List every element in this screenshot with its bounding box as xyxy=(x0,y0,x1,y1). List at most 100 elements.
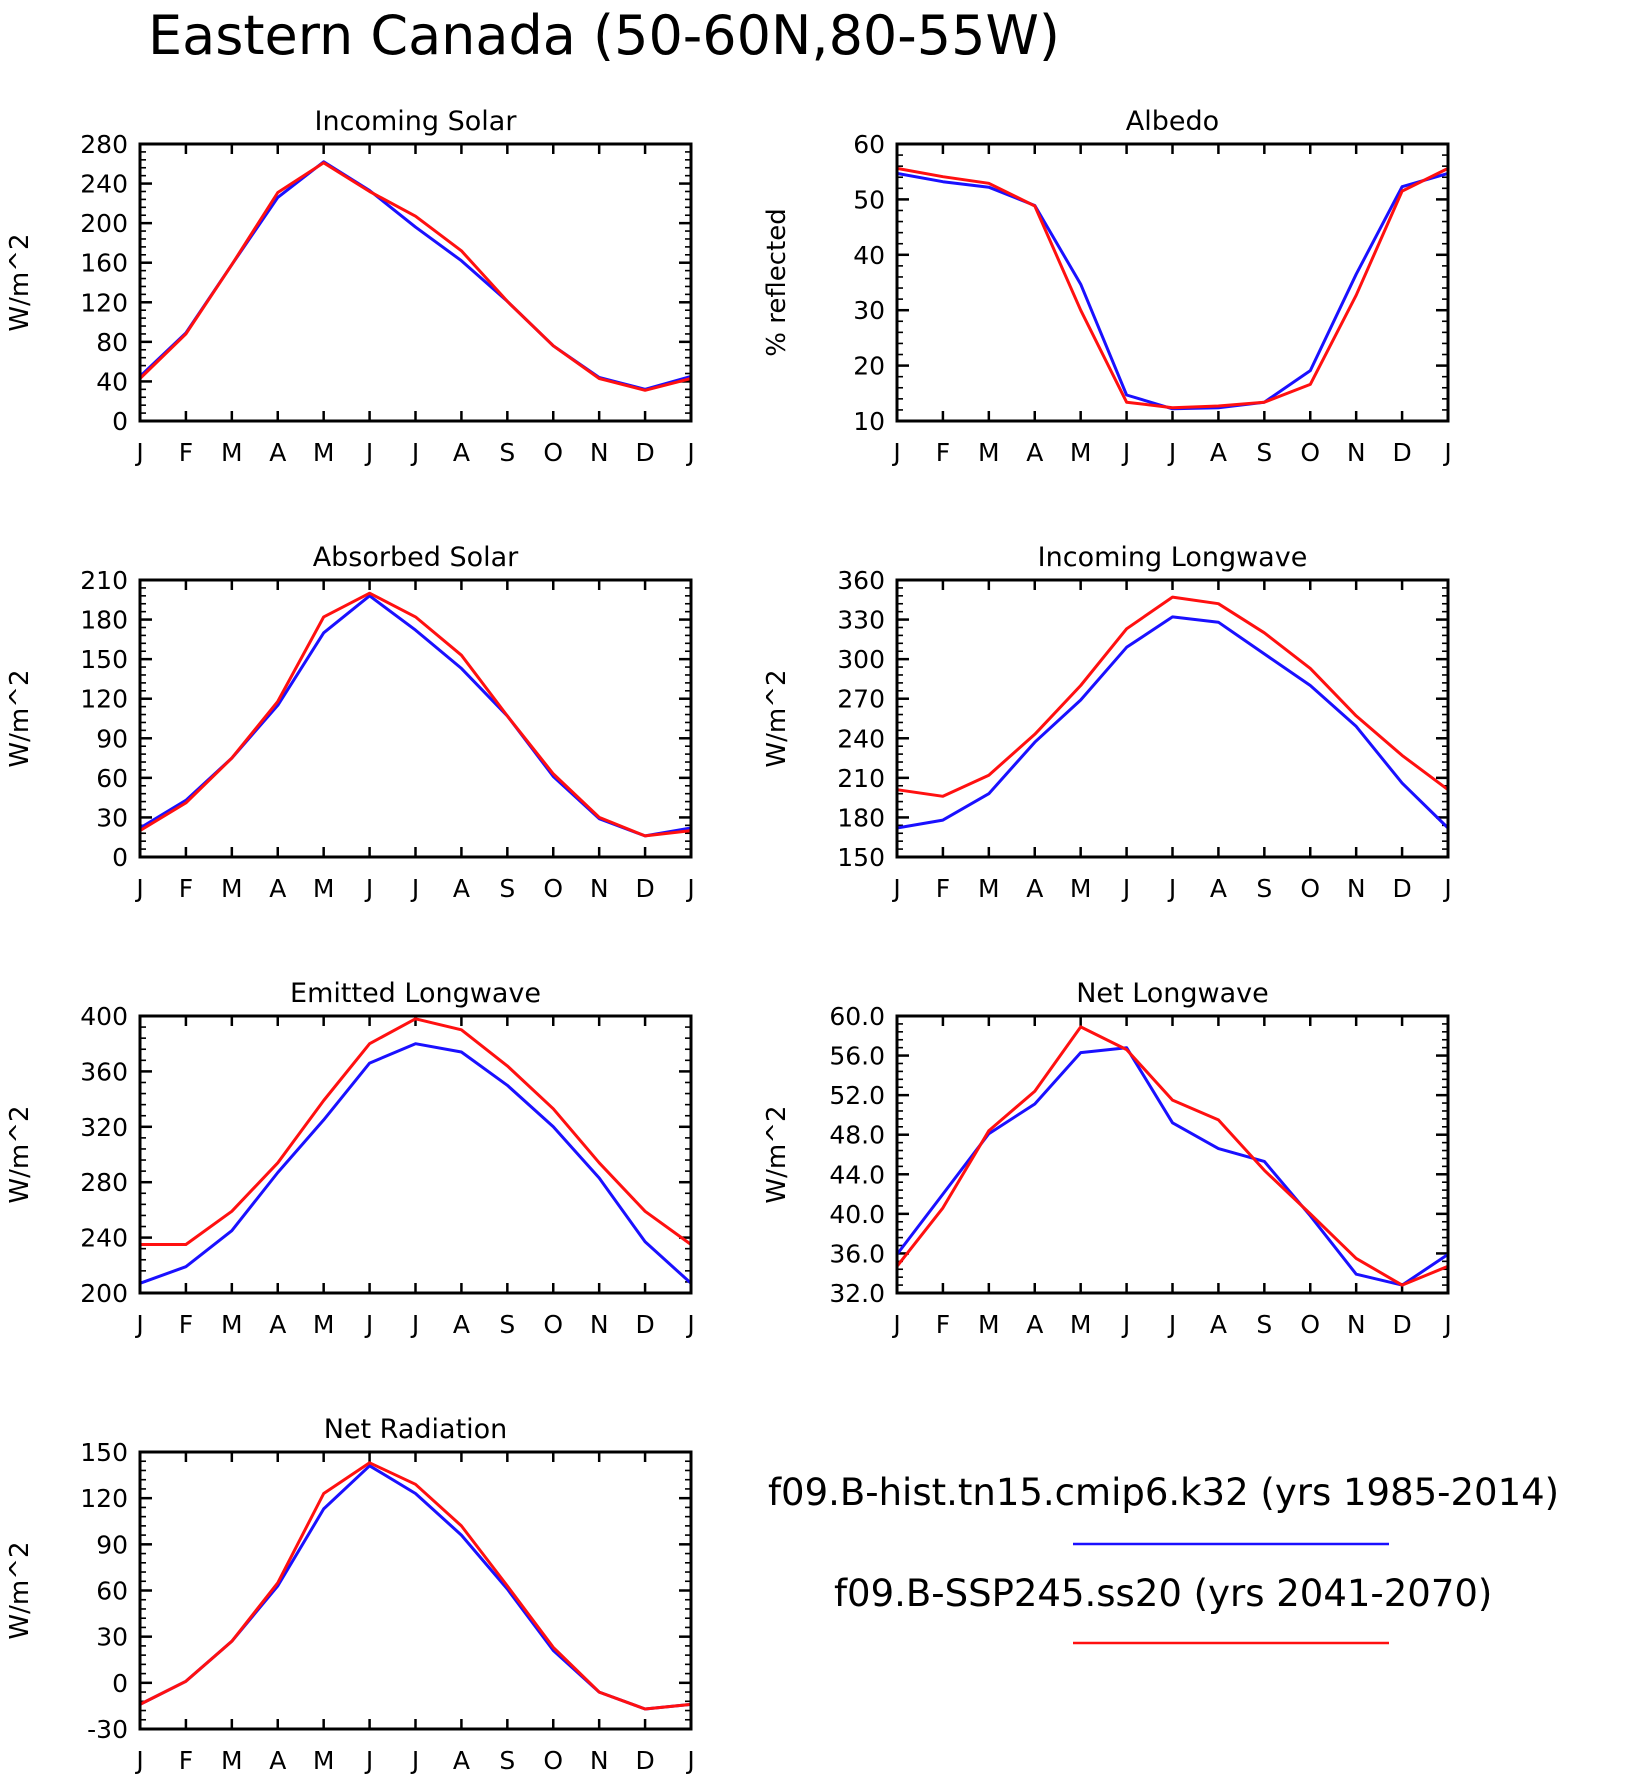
net-longwave-ytick-label: 40.0 xyxy=(829,1200,885,1229)
incoming-solar-ytick-label: 0 xyxy=(112,407,128,436)
albedo-ytick-label: 50 xyxy=(853,185,885,214)
emitted-longwave-xtick-label: A xyxy=(269,1310,286,1339)
incoming-solar-xtick-label: M xyxy=(221,438,243,467)
absorbed-solar-ytick-label: 150 xyxy=(80,645,128,674)
net-radiation-series-hist xyxy=(139,1464,692,1711)
net-radiation-xtick-label: A xyxy=(453,1746,470,1775)
net-radiation-ytick-label: 150 xyxy=(80,1438,128,1467)
albedo-ytick-label: 10 xyxy=(853,407,885,436)
incoming-solar-xtick-label: D xyxy=(635,438,654,467)
incoming-solar-xtick-label: F xyxy=(179,438,193,467)
incoming-longwave-ytick-label: 150 xyxy=(837,843,885,872)
incoming-longwave-xtick-label: J xyxy=(891,874,900,903)
emitted-longwave-ytick-label: 360 xyxy=(80,1057,128,1086)
incoming-longwave-xtick-label: A xyxy=(1210,874,1227,903)
incoming-solar-series-ssp xyxy=(138,161,692,392)
incoming-solar-ylabel: W/m^2 xyxy=(5,233,35,331)
net-longwave-series-ssp xyxy=(895,1025,1449,1287)
absorbed-solar-frame xyxy=(138,578,693,859)
emitted-longwave-xtick-label: A xyxy=(453,1310,470,1339)
absorbed-solar-ytick-label: 0 xyxy=(112,843,128,872)
incoming-solar-xtick-label: A xyxy=(269,438,286,467)
incoming-longwave-xtick-label: J xyxy=(1442,874,1451,903)
incoming-longwave-xtick-label: J xyxy=(1167,874,1176,903)
incoming-solar-ytick-label: 200 xyxy=(80,209,128,238)
emitted-longwave-xtick-label: O xyxy=(543,1310,563,1339)
absorbed-solar-series-hist xyxy=(139,594,692,838)
incoming-longwave-series-ssp xyxy=(896,595,1449,798)
emitted-longwave-ytick-label: 400 xyxy=(80,1002,128,1031)
albedo-xtick-label: M xyxy=(1070,438,1092,467)
albedo-xtick-label: A xyxy=(1026,438,1043,467)
net-longwave-xtick-label: M xyxy=(978,1310,1000,1339)
emitted-longwave-xtick-label: J xyxy=(685,1310,694,1339)
emitted-longwave-xtick-label: J xyxy=(364,1310,373,1339)
net-radiation-xtick-label: M xyxy=(313,1746,335,1775)
albedo-ylabel: % reflected xyxy=(762,208,792,356)
emitted-longwave-xtick-label: N xyxy=(590,1310,609,1339)
net-longwave-xtick-label: A xyxy=(1026,1310,1043,1339)
incoming-longwave-xtick-label: D xyxy=(1392,874,1411,903)
net-longwave-xtick-label: J xyxy=(891,1310,900,1339)
emitted-longwave-xtick-label: J xyxy=(134,1310,143,1339)
albedo-xtick-label: A xyxy=(1210,438,1227,467)
net-longwave-title: Net Longwave xyxy=(1076,978,1269,1009)
net-radiation-xtick-label: S xyxy=(499,1746,515,1775)
albedo-series-hist xyxy=(896,171,1449,411)
net-longwave-xtick-label: J xyxy=(1167,1310,1176,1339)
emitted-longwave-xtick-label: F xyxy=(179,1310,193,1339)
albedo-ytick-label: 30 xyxy=(853,296,885,325)
net-radiation-frame xyxy=(138,1450,693,1731)
incoming-solar-series-hist xyxy=(138,160,692,391)
legend-ssp-label: f09.B-SSP245.ss20 (yrs 2041-2070) xyxy=(834,1572,1492,1615)
net-longwave-xtick-label: J xyxy=(1121,1310,1130,1339)
net-radiation-xtick-label: M xyxy=(221,1746,243,1775)
net-radiation-xtick-label: J xyxy=(685,1746,694,1775)
incoming-longwave-xtick-label: M xyxy=(1070,874,1092,903)
albedo-xtick-label: J xyxy=(1167,438,1176,467)
incoming-longwave-ytick-label: 330 xyxy=(837,606,885,635)
incoming-solar-ytick-label: 40 xyxy=(96,367,128,396)
incoming-solar-ytick-label: 120 xyxy=(80,288,128,317)
net-longwave-xtick-label: S xyxy=(1256,1310,1272,1339)
net-radiation-ylabel: W/m^2 xyxy=(5,1541,35,1639)
emitted-longwave-xtick-label: J xyxy=(410,1310,419,1339)
net-longwave-xtick-label: O xyxy=(1300,1310,1320,1339)
net-radiation-xtick-label: A xyxy=(269,1746,286,1775)
net-radiation-xtick-label: F xyxy=(179,1746,193,1775)
emitted-longwave-ytick-label: 200 xyxy=(80,1279,128,1308)
incoming-solar-xtick-label: S xyxy=(499,438,515,467)
absorbed-solar-xtick-label: J xyxy=(685,874,694,903)
net-longwave-ytick-label: 48.0 xyxy=(829,1121,885,1150)
emitted-longwave-series-ssp xyxy=(140,1017,692,1246)
incoming-solar-ytick-label: 160 xyxy=(80,249,128,278)
net-longwave-xtick-label: M xyxy=(1070,1310,1092,1339)
net-longwave-ytick-label: 56.0 xyxy=(829,1042,885,1071)
emitted-longwave-xtick-label: M xyxy=(313,1310,335,1339)
incoming-longwave-ytick-label: 240 xyxy=(837,724,885,753)
emitted-longwave-xtick-label: D xyxy=(635,1310,654,1339)
incoming-solar-xtick-label: J xyxy=(685,438,694,467)
incoming-longwave-ytick-label: 300 xyxy=(837,645,885,674)
incoming-longwave-series-hist xyxy=(896,615,1450,830)
net-radiation-ytick-label: 0 xyxy=(112,1669,128,1698)
incoming-longwave-ytick-label: 210 xyxy=(837,764,885,793)
absorbed-solar-xtick-label: M xyxy=(313,874,335,903)
absorbed-solar-ytick-label: 210 xyxy=(80,566,128,595)
absorbed-solar-xtick-label: A xyxy=(453,874,470,903)
albedo-xtick-label: F xyxy=(936,438,950,467)
emitted-longwave-ytick-label: 280 xyxy=(80,1168,128,1197)
absorbed-solar-ytick-label: 30 xyxy=(96,803,128,832)
net-radiation-ytick-label: 90 xyxy=(96,1530,128,1559)
albedo-frame xyxy=(895,142,1450,423)
incoming-longwave-xtick-label: S xyxy=(1256,874,1272,903)
incoming-solar-frame xyxy=(138,142,693,423)
incoming-longwave-xtick-label: N xyxy=(1347,874,1366,903)
incoming-longwave-ytick-label: 180 xyxy=(837,803,885,832)
absorbed-solar-xtick-label: F xyxy=(179,874,193,903)
